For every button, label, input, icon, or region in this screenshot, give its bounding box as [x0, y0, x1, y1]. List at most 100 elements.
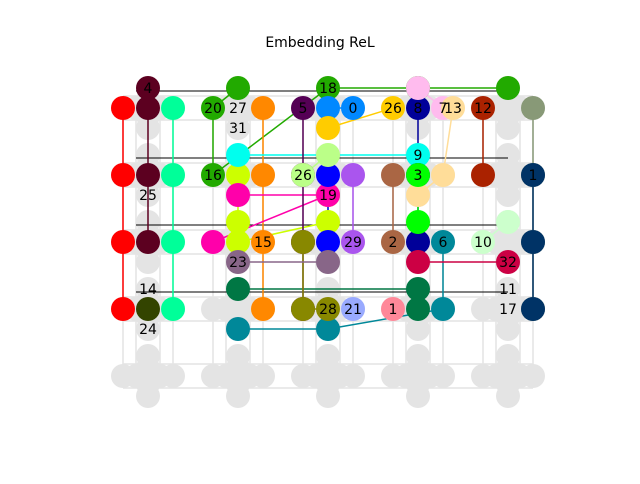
chain-node	[161, 163, 185, 187]
background-node	[496, 116, 520, 140]
chain-node	[471, 230, 495, 254]
chain-node	[316, 230, 340, 254]
background-node	[226, 116, 250, 140]
chain-node	[406, 183, 430, 207]
node-label: 1	[389, 302, 398, 318]
node-label: 0	[349, 101, 358, 117]
node-label: 28	[319, 302, 337, 318]
node-label: 9	[414, 148, 423, 164]
chain-node	[111, 297, 135, 321]
chain-node	[471, 163, 495, 187]
node-label: 31	[229, 121, 247, 137]
chain-node	[381, 96, 405, 120]
chain-node	[521, 230, 545, 254]
chain-node	[406, 250, 430, 274]
node-label: 11	[499, 282, 517, 298]
chain-node	[341, 163, 365, 187]
chain-node	[201, 163, 225, 187]
chain-node	[161, 297, 185, 321]
node-label: 14	[139, 282, 157, 298]
chain-node	[226, 76, 250, 100]
node-label: 7	[439, 101, 448, 117]
chain-nodes	[111, 76, 545, 341]
chain-node	[226, 163, 250, 187]
chain-node	[406, 230, 430, 254]
chain-node	[226, 317, 250, 341]
chain-node	[136, 230, 160, 254]
node-label: 6	[439, 235, 448, 251]
node-label: 26	[294, 168, 312, 184]
background-node	[431, 364, 455, 388]
chain-node	[316, 297, 340, 321]
chain-node	[226, 230, 250, 254]
chain-node	[381, 297, 405, 321]
chain-node	[291, 96, 315, 120]
chain-node	[291, 163, 315, 187]
node-label: 27	[229, 101, 247, 117]
background-node	[251, 364, 275, 388]
node-label: 18	[319, 81, 337, 97]
chain-node	[111, 96, 135, 120]
chain-node	[136, 297, 160, 321]
chain-node	[406, 163, 430, 187]
chain-node	[316, 250, 340, 274]
node-label: 13	[444, 101, 462, 117]
chain-node	[316, 210, 340, 234]
chain-node	[341, 230, 365, 254]
chain-node	[406, 96, 430, 120]
chain-node	[111, 163, 135, 187]
chain-node	[431, 230, 455, 254]
chain-node	[406, 143, 430, 167]
background-node	[521, 364, 545, 388]
chain-node	[136, 76, 160, 100]
chain-node	[291, 230, 315, 254]
node-label: 3	[414, 168, 423, 184]
chain-node	[251, 96, 275, 120]
chain-node	[471, 96, 495, 120]
chain-node	[291, 297, 315, 321]
chain-node	[521, 297, 545, 321]
background-node	[136, 384, 160, 408]
node-label: 19	[319, 188, 337, 204]
chain-node	[226, 277, 250, 301]
chain-node	[226, 143, 250, 167]
chain-node	[406, 297, 430, 321]
node-label: 8	[414, 101, 423, 117]
node-label: 4	[144, 81, 153, 97]
chain-node	[316, 116, 340, 140]
background-node	[341, 364, 365, 388]
node-label: 32	[499, 255, 517, 271]
chain-node	[431, 163, 455, 187]
chain-node	[316, 96, 340, 120]
chain-node	[381, 163, 405, 187]
node-label: 24	[139, 322, 157, 338]
chain-node	[226, 183, 250, 207]
chain-node	[111, 230, 135, 254]
chain-node	[496, 250, 520, 274]
chain-node	[316, 76, 340, 100]
chain-node	[496, 210, 520, 234]
chain-node	[251, 163, 275, 187]
chain-node	[226, 210, 250, 234]
chain-node	[406, 277, 430, 301]
chain-node	[316, 163, 340, 187]
chain-node	[316, 183, 340, 207]
node-label: 25	[139, 188, 157, 204]
chain-node	[341, 297, 365, 321]
node-label: 21	[344, 302, 362, 318]
chain-node	[521, 163, 545, 187]
background-node	[136, 250, 160, 274]
node-label: 10	[474, 235, 492, 251]
background-node	[136, 317, 160, 341]
node-label: 1	[529, 168, 538, 184]
chain-node	[201, 230, 225, 254]
chain-node	[431, 297, 455, 321]
background-node	[161, 364, 185, 388]
background-node	[496, 317, 520, 341]
background-node	[316, 384, 340, 408]
background-node	[496, 384, 520, 408]
chain-node	[251, 297, 275, 321]
